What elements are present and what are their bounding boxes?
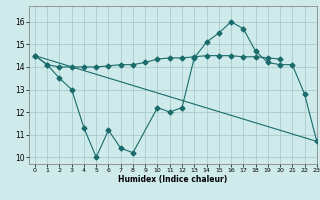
X-axis label: Humidex (Indice chaleur): Humidex (Indice chaleur) (118, 175, 228, 184)
